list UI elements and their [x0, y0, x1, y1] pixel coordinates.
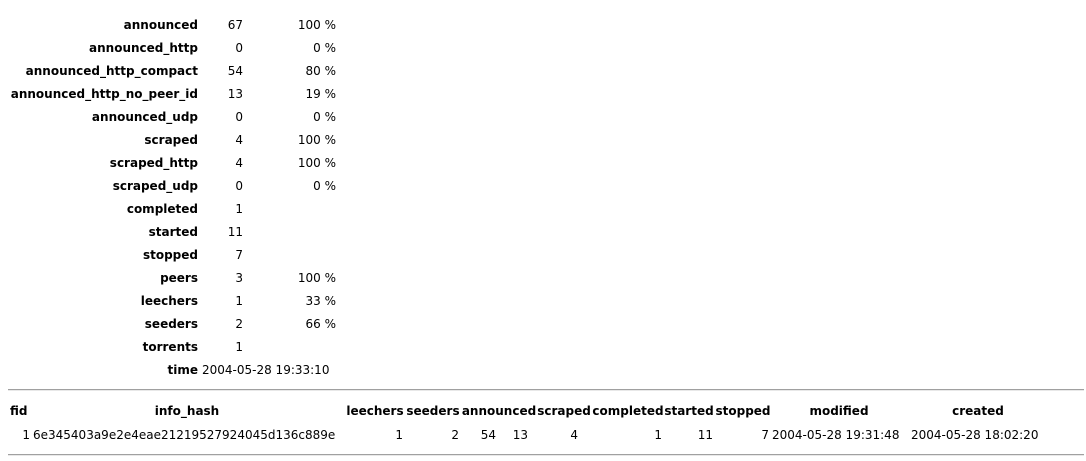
stat-percent: 100 % [297, 271, 336, 285]
column-header: completed [592, 404, 664, 418]
stat-label: announced_udp [91, 110, 198, 124]
stat-value: 1 [235, 294, 243, 308]
rule [8, 389, 1084, 391]
stat-label: torrents [142, 340, 198, 354]
cell: 6e345403a9e2e4eae21219527924045d136c889e [33, 428, 336, 442]
column-header: announced [461, 404, 537, 418]
stat-percent: 19 % [305, 87, 337, 101]
stat-percent: 33 % [305, 294, 337, 308]
column-header: fid [10, 404, 28, 418]
column-header: modified [809, 404, 869, 418]
stat-value: 1 [235, 202, 243, 216]
rule [8, 454, 1084, 456]
stat-value: 54 [227, 64, 243, 78]
stat-percent: 100 % [297, 133, 336, 147]
stat-percent: 0 % [313, 41, 336, 55]
cell: 1 [654, 428, 662, 442]
stat-label: scraped [144, 133, 198, 147]
stat-percent: 0 % [313, 110, 336, 124]
stat-value: 4 [235, 156, 243, 170]
stat-value: 7 [235, 248, 243, 262]
stat-percent: 66 % [305, 317, 337, 331]
stat-label: completed [126, 202, 198, 216]
stat-value: 4 [235, 133, 243, 147]
stat-value: 0 [235, 41, 243, 55]
stat-label: time [167, 363, 199, 377]
cell: 2004-05-28 18:02:20 [911, 428, 1039, 442]
cell: 4 [570, 428, 578, 442]
stat-percent: 0 % [313, 179, 336, 193]
cell: 11 [697, 428, 713, 442]
stat-percent: 100 % [297, 156, 336, 170]
cell: 1 [395, 428, 403, 442]
stat-value: 3 [235, 271, 243, 285]
stat-label: announced_http [89, 41, 198, 55]
column-header: started [664, 404, 714, 418]
cell: 7 [761, 428, 769, 442]
column-header: created [952, 404, 1004, 418]
stat-label: peers [160, 271, 198, 285]
column-header: scraped [537, 404, 591, 418]
stat-value: 67 [227, 18, 243, 32]
stat-label: announced [123, 18, 198, 32]
stat-percent: 100 % [297, 18, 336, 32]
stat-value: 2 [235, 317, 243, 331]
stat-label: started [148, 225, 198, 239]
column-header: seeders [406, 404, 460, 418]
stat-label: announced_http_no_peer_id [10, 87, 198, 101]
stat-value: 0 [235, 179, 243, 193]
column-header: info_hash [154, 404, 220, 418]
cell: 2 [451, 428, 459, 442]
stat-value: 1 [235, 340, 243, 354]
stat-percent: 80 % [305, 64, 337, 78]
stat-label: scraped_udp [112, 179, 198, 193]
stat-value: 13 [227, 87, 243, 101]
stat-value: 0 [235, 110, 243, 124]
stat-value: 2004-05-28 19:33:10 [202, 363, 330, 377]
column-header: stopped [715, 404, 771, 418]
cell: 1 [22, 428, 30, 442]
stat-label: seeders [144, 317, 198, 331]
cell: 2004-05-28 19:31:48 [772, 428, 900, 442]
stat-value: 11 [227, 225, 243, 239]
stat-label: stopped [142, 248, 198, 262]
cell: 54 [480, 428, 496, 442]
stat-label: leechers [140, 294, 198, 308]
stat-label: scraped_http [109, 156, 198, 170]
column-header: leechers [346, 404, 404, 418]
stat-label: announced_http_compact [25, 64, 198, 78]
cell: 13 [512, 428, 528, 442]
